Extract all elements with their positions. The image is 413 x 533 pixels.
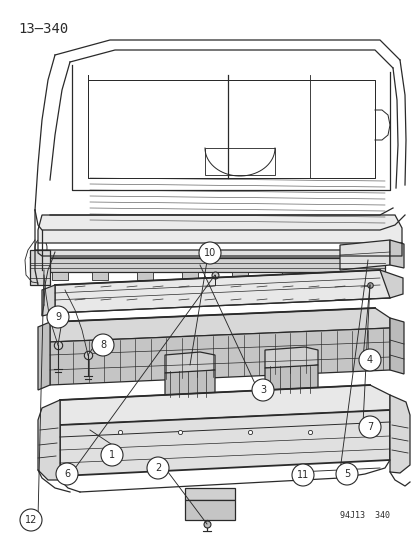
Text: 4: 4 [366,355,372,365]
Polygon shape [92,272,108,280]
Circle shape [335,463,357,485]
Text: 8: 8 [100,340,106,350]
Polygon shape [182,272,197,280]
Polygon shape [185,500,235,520]
Polygon shape [137,272,153,280]
Text: 1: 1 [109,450,115,460]
Circle shape [56,463,78,485]
Polygon shape [50,308,389,342]
Polygon shape [339,240,389,270]
Text: 9: 9 [55,312,61,322]
Polygon shape [281,272,297,280]
Text: 94J13  340: 94J13 340 [339,511,389,520]
Polygon shape [326,272,342,280]
Polygon shape [60,410,389,476]
Polygon shape [165,352,214,373]
Polygon shape [389,318,403,374]
Polygon shape [264,347,317,368]
Circle shape [92,334,114,356]
Polygon shape [30,258,384,272]
Polygon shape [52,272,68,280]
Polygon shape [38,215,401,243]
Polygon shape [38,400,60,480]
Circle shape [358,349,380,371]
Polygon shape [30,250,384,258]
Circle shape [199,242,221,264]
Text: 3: 3 [259,385,266,395]
Polygon shape [30,250,50,285]
Polygon shape [389,240,403,268]
Polygon shape [50,328,389,385]
Polygon shape [231,272,247,280]
Polygon shape [389,395,409,473]
Text: 5: 5 [343,469,349,479]
Text: 10: 10 [203,248,216,258]
Polygon shape [60,385,389,425]
Circle shape [147,457,169,479]
Text: 2: 2 [154,463,161,473]
Text: 12: 12 [25,515,37,525]
Polygon shape [264,365,317,395]
Polygon shape [165,370,214,400]
Polygon shape [38,322,50,390]
Polygon shape [42,285,55,316]
Polygon shape [185,488,235,500]
Circle shape [358,416,380,438]
Circle shape [47,306,69,328]
Text: 13—340: 13—340 [18,22,68,36]
Polygon shape [55,270,389,313]
Circle shape [101,444,123,466]
Text: 6: 6 [64,469,70,479]
Text: 11: 11 [296,470,309,480]
Circle shape [20,509,42,531]
Polygon shape [379,270,402,298]
Text: 7: 7 [366,422,372,432]
Circle shape [252,379,273,401]
Circle shape [291,464,313,486]
